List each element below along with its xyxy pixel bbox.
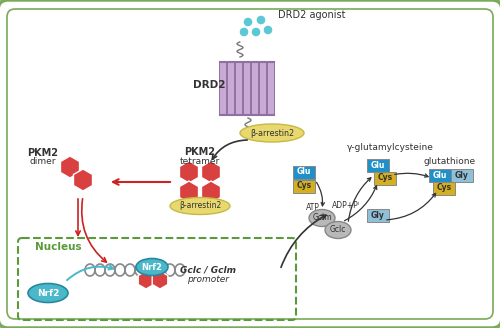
- Text: γ-glutamylcysteine: γ-glutamylcysteine: [346, 144, 434, 153]
- FancyBboxPatch shape: [260, 62, 266, 115]
- Text: DRD2 agonist: DRD2 agonist: [278, 10, 345, 20]
- Ellipse shape: [309, 210, 335, 227]
- Text: PKM2: PKM2: [28, 148, 58, 158]
- Polygon shape: [138, 271, 154, 289]
- FancyBboxPatch shape: [268, 62, 274, 115]
- Text: DRD2: DRD2: [193, 80, 226, 90]
- Polygon shape: [152, 271, 168, 289]
- FancyBboxPatch shape: [228, 62, 234, 115]
- Text: promoter: promoter: [187, 276, 229, 284]
- Text: Cys: Cys: [436, 183, 452, 193]
- Text: Nrf2: Nrf2: [142, 262, 163, 272]
- Text: Gly: Gly: [371, 211, 385, 219]
- Text: Cys: Cys: [296, 181, 312, 191]
- Text: dimer: dimer: [30, 157, 56, 167]
- Polygon shape: [74, 169, 92, 191]
- Ellipse shape: [239, 27, 249, 37]
- Text: Glu: Glu: [433, 171, 447, 179]
- Text: Gclm: Gclm: [312, 214, 332, 222]
- Bar: [367, 158, 389, 172]
- Bar: [429, 169, 451, 181]
- FancyBboxPatch shape: [252, 62, 258, 115]
- Bar: [367, 209, 389, 221]
- Bar: [451, 169, 473, 181]
- Text: Glu: Glu: [371, 160, 385, 170]
- Bar: [293, 166, 315, 178]
- Text: PKM2: PKM2: [184, 147, 216, 157]
- Text: glutathione: glutathione: [424, 157, 476, 167]
- Polygon shape: [60, 156, 80, 178]
- Ellipse shape: [170, 197, 230, 215]
- Bar: [433, 181, 455, 195]
- Text: β-arrestin2: β-arrestin2: [250, 129, 294, 137]
- Text: Gly: Gly: [455, 171, 469, 179]
- Text: Gclc / Gclm: Gclc / Gclm: [180, 265, 236, 275]
- Text: Glu: Glu: [297, 168, 311, 176]
- Ellipse shape: [251, 27, 261, 37]
- Text: Nrf2: Nrf2: [37, 289, 59, 297]
- Polygon shape: [202, 181, 220, 203]
- Bar: [293, 179, 315, 193]
- Ellipse shape: [263, 25, 273, 35]
- Ellipse shape: [136, 258, 168, 276]
- Polygon shape: [180, 181, 199, 203]
- FancyBboxPatch shape: [236, 62, 242, 115]
- Text: Gclc: Gclc: [330, 226, 346, 235]
- Ellipse shape: [243, 17, 253, 27]
- Polygon shape: [202, 161, 220, 183]
- Bar: [374, 172, 396, 184]
- Text: ADP+Pᴵ: ADP+Pᴵ: [332, 200, 360, 210]
- FancyBboxPatch shape: [220, 62, 226, 115]
- Text: β-arrestin2: β-arrestin2: [179, 201, 221, 211]
- Polygon shape: [180, 161, 199, 183]
- Ellipse shape: [325, 221, 351, 238]
- FancyBboxPatch shape: [244, 62, 250, 115]
- Ellipse shape: [28, 283, 68, 302]
- Text: Cys: Cys: [378, 174, 392, 182]
- Text: tetramer: tetramer: [180, 157, 220, 167]
- Ellipse shape: [240, 124, 304, 142]
- Text: ATP: ATP: [306, 202, 320, 212]
- Text: Nucleus: Nucleus: [35, 242, 82, 252]
- Ellipse shape: [256, 15, 266, 25]
